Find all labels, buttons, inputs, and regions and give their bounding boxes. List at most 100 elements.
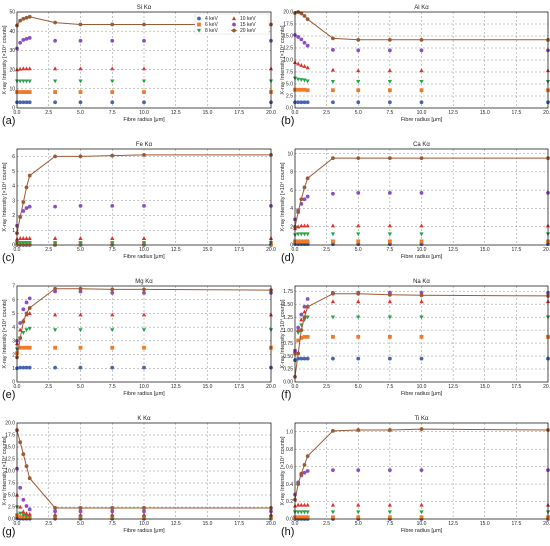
x-tick-label: 17.5 — [512, 110, 522, 116]
y-tick-label: 10 — [287, 151, 293, 157]
data-point — [305, 315, 310, 320]
x-tick-label: 0.0 — [14, 247, 21, 253]
data-point — [296, 100, 301, 105]
y-tick-label: 1.0 — [286, 429, 293, 435]
chart-panel: 0.0 2.5 5.0 7.5 10.0 12.5 15.0 17.5 20.0 0.0 2.5 5.… — [279, 5, 550, 127]
data-point — [356, 291, 361, 296]
data-point — [18, 66, 23, 71]
data-point — [299, 87, 304, 92]
data-point — [21, 100, 26, 105]
x-tick-label: 0.0 — [292, 110, 299, 116]
data-point — [299, 317, 304, 322]
data-point — [53, 90, 57, 94]
data-point — [142, 287, 146, 292]
x-tick-label: 12.5 — [171, 110, 181, 116]
x-axis-label: Fibre radius [μm] — [123, 254, 165, 260]
y-tick-label: 20.0 — [5, 421, 15, 427]
panel-letter: (a) — [2, 115, 15, 127]
x-tick-label: 2.5 — [323, 110, 330, 116]
series-group — [293, 427, 550, 502]
y-tick-label: 15.0 — [283, 34, 293, 40]
data-point — [296, 77, 301, 82]
y-tick-label: 40 — [9, 29, 15, 35]
data-point — [387, 156, 392, 161]
data-point — [27, 365, 32, 370]
data-point — [305, 297, 310, 301]
data-point — [331, 239, 335, 244]
data-point — [27, 311, 32, 316]
x-tick-label: 7.5 — [386, 521, 393, 527]
x-tick-label: 10.0 — [417, 110, 427, 116]
data-point — [296, 210, 301, 214]
data-point — [296, 35, 301, 39]
x-tick-label: 15.0 — [480, 521, 490, 527]
x-tick-label: 5.0 — [77, 247, 84, 253]
data-point — [356, 190, 361, 195]
data-point — [53, 365, 57, 370]
y-tick-label: 3 — [12, 339, 15, 345]
data-point — [330, 232, 336, 237]
y-tick-label: 2 — [290, 224, 293, 230]
x-tick-label: 10.0 — [139, 521, 149, 527]
data-point — [21, 16, 26, 21]
data-point — [302, 315, 307, 320]
x-axis-label: Fibre radius [μm] — [123, 391, 165, 397]
y-tick-label: 20 — [9, 67, 15, 73]
x-tick-label: 20.0 — [266, 110, 276, 116]
data-point — [142, 506, 146, 510]
y-tick-label: 1 — [12, 228, 15, 234]
data-point — [302, 197, 307, 202]
data-point — [18, 236, 23, 240]
plot-frame — [16, 422, 272, 520]
x-tick-label: 0.0 — [14, 110, 21, 116]
y-tick-label: 0 — [12, 106, 15, 112]
data-point — [302, 462, 307, 467]
data-point — [419, 239, 424, 244]
y-tick-label: 6 — [12, 297, 15, 303]
data-point — [419, 427, 424, 432]
data-point — [18, 440, 23, 445]
data-point — [142, 203, 146, 208]
data-point — [387, 292, 392, 297]
data-point — [53, 20, 57, 25]
data-point — [53, 512, 58, 517]
data-point — [387, 428, 392, 432]
data-point — [53, 236, 58, 240]
x-tick-label: 10.0 — [417, 521, 427, 527]
data-point — [78, 22, 83, 27]
y-tick-label: 6 — [12, 154, 15, 160]
legend-marker — [197, 16, 201, 21]
data-point — [78, 90, 83, 94]
panel-letter: (d) — [281, 252, 294, 264]
data-point — [419, 48, 424, 53]
data-point — [387, 190, 392, 195]
data-point — [24, 328, 29, 333]
data-point — [24, 241, 29, 246]
x-axis-label: Fibre radius [μm] — [401, 391, 443, 397]
x-axis-label: Fibre radius [μm] — [123, 528, 165, 534]
data-point — [356, 88, 361, 93]
data-point — [356, 356, 361, 361]
data-point — [296, 482, 301, 486]
data-point — [387, 239, 392, 244]
y-tick-label: 5 — [12, 169, 15, 175]
data-point — [302, 223, 307, 228]
y-axis-label: X-ray Intensity [×10⁴ counts] — [279, 162, 286, 232]
series-group — [14, 79, 274, 84]
data-point — [21, 66, 26, 71]
data-point — [110, 79, 115, 84]
series-line — [294, 157, 548, 227]
y-tick-label: 1.25 — [283, 315, 293, 321]
y-tick-label: 6 — [290, 188, 293, 194]
data-point — [296, 351, 301, 356]
x-tick-label: 2.5 — [45, 110, 52, 116]
data-point — [27, 296, 32, 301]
data-point — [356, 37, 361, 42]
data-point — [24, 464, 29, 469]
data-point — [299, 510, 304, 515]
data-point — [419, 315, 424, 320]
panel-title: Al Kα — [414, 5, 429, 11]
data-point — [78, 154, 83, 159]
x-tick-label: 5.0 — [355, 521, 362, 527]
y-tick-label: 0.0 — [8, 517, 15, 523]
